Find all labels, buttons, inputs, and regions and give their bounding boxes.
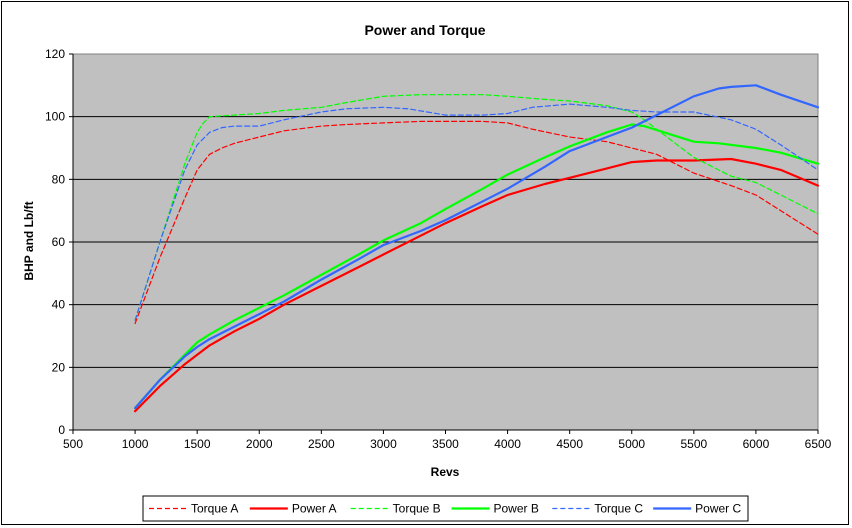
x-tick-label: 1500 — [184, 437, 211, 451]
series-line-torque-a — [134, 120, 819, 325]
chart-title: Power and Torque — [364, 22, 485, 38]
x-tick-label: 4000 — [494, 437, 521, 451]
x-tick-label: 500 — [63, 437, 83, 451]
x-tick-label: 3500 — [432, 437, 459, 451]
legend-label: Torque C — [594, 502, 643, 516]
x-tick-label: 5500 — [680, 437, 707, 451]
x-tick-label: 2500 — [308, 437, 335, 451]
series-line-power-a — [134, 157, 820, 413]
y-tick-label: 80 — [52, 172, 66, 186]
legend-label: Power C — [695, 502, 741, 516]
legend-label: Torque A — [191, 502, 238, 516]
y-tick-label: 120 — [45, 47, 65, 61]
y-tick-label: 20 — [52, 360, 66, 374]
y-tick-label: 60 — [52, 235, 66, 249]
x-tick-label: 4500 — [556, 437, 583, 451]
legend-label: Power B — [494, 502, 539, 516]
y-axis-title: BHP and Lb/ft — [22, 201, 36, 280]
x-tick-label: 2000 — [246, 437, 273, 451]
y-tick-label: 0 — [58, 423, 65, 437]
series-line-power-b — [134, 123, 820, 410]
series-line-power-c — [134, 84, 820, 410]
x-axis-title: Revs — [431, 465, 460, 479]
x-tick-label: 6000 — [743, 437, 770, 451]
y-tick-label: 40 — [52, 298, 66, 312]
legend-label: Torque B — [393, 502, 441, 516]
y-tick-label: 100 — [45, 110, 65, 124]
legend-box — [142, 495, 749, 522]
legend-label: Power A — [292, 502, 337, 516]
x-tick-label: 5000 — [618, 437, 645, 451]
x-tick-label: 1000 — [122, 437, 149, 451]
x-tick-label: 6500 — [805, 437, 832, 451]
x-tick-label: 3000 — [370, 437, 397, 451]
series-line-torque-c — [134, 103, 819, 321]
series-line-torque-b — [134, 94, 819, 321]
